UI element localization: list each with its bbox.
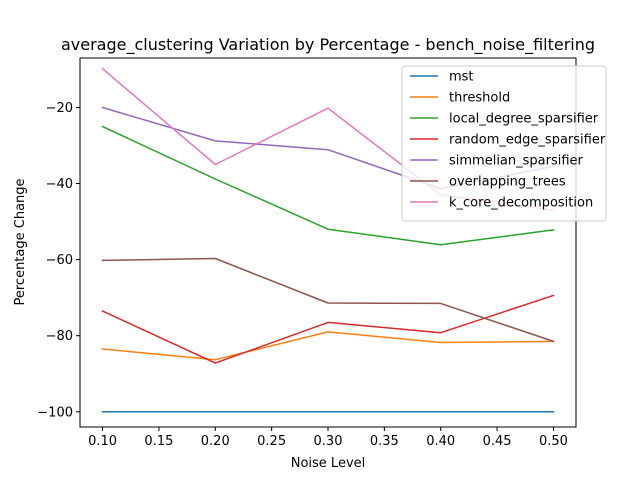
- x-axis: 0.10 0.15 0.20 0.25 0.30 0.35 0.40 0.45 0.50: [88, 427, 568, 449]
- legend-label-random_edge_sparsifier: random_edge_sparsifier: [449, 133, 606, 148]
- legend-label-threshold: threshold: [449, 91, 510, 106]
- x-tick-label: 0.15: [144, 434, 173, 449]
- chart-title: average_clustering Variation by Percenta…: [61, 35, 595, 55]
- x-tick-label: 0.35: [370, 434, 399, 449]
- series-line-overlapping_trees: [101, 257, 555, 343]
- y-tick-label: −40: [46, 177, 73, 192]
- legend: mst threshold local_degree_sparsifierrando…: [401, 65, 607, 222]
- x-tick-label: 0.10: [88, 434, 117, 449]
- x-tick-label: 0.45: [483, 434, 512, 449]
- x-tick-label: 0.25: [257, 434, 286, 449]
- series-line-random_edge_sparsifier: [101, 294, 555, 364]
- y-tick-label: −80: [46, 329, 73, 344]
- plot-lines: [101, 67, 555, 413]
- legend-label-simmelian_sparsifier: simmelian_sparsifier: [449, 154, 584, 169]
- x-tick-label: 0.50: [539, 434, 568, 449]
- legend-label-mst: mst: [449, 70, 474, 85]
- legend-label-local_degree_sparsifier: local_degree_sparsifier: [449, 112, 599, 127]
- y-tick-label: −60: [46, 253, 73, 268]
- legend-label-overlapping_trees: overlapping_trees: [449, 175, 566, 190]
- x-axis-label: Noise Level: [291, 456, 366, 471]
- x-tick-label: 0.30: [314, 434, 343, 449]
- y-axis-label: Percentage Change: [13, 178, 28, 305]
- series-line-local_degree_sparsifier: [101, 125, 555, 246]
- x-tick-label: 0.20: [201, 434, 230, 449]
- x-tick-label: 0.40: [426, 434, 455, 449]
- y-axis: −100 −80 −60 −40 −20: [37, 101, 80, 420]
- y-tick-label: −20: [46, 101, 73, 116]
- y-tick-label: −100: [37, 405, 73, 420]
- legend-box: [401, 65, 607, 222]
- series-line-threshold: [101, 331, 555, 361]
- legend-label-k_core_decomposition: k_core_decomposition: [449, 196, 593, 211]
